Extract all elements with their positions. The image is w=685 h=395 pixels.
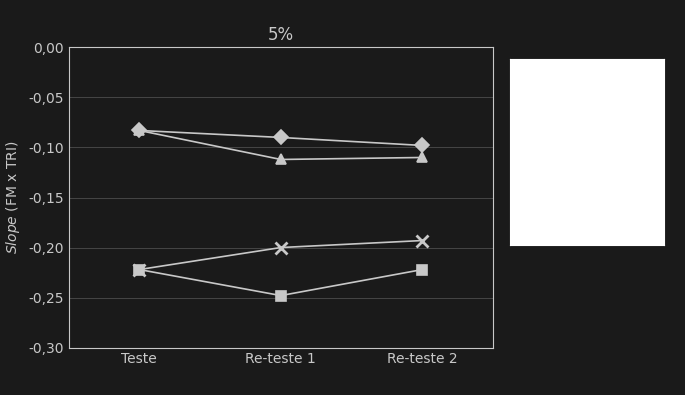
Y-axis label: $\it{Slope}$ (FM x TRI): $\it{Slope}$ (FM x TRI): [5, 141, 23, 254]
Title: 5%: 5%: [268, 26, 294, 45]
